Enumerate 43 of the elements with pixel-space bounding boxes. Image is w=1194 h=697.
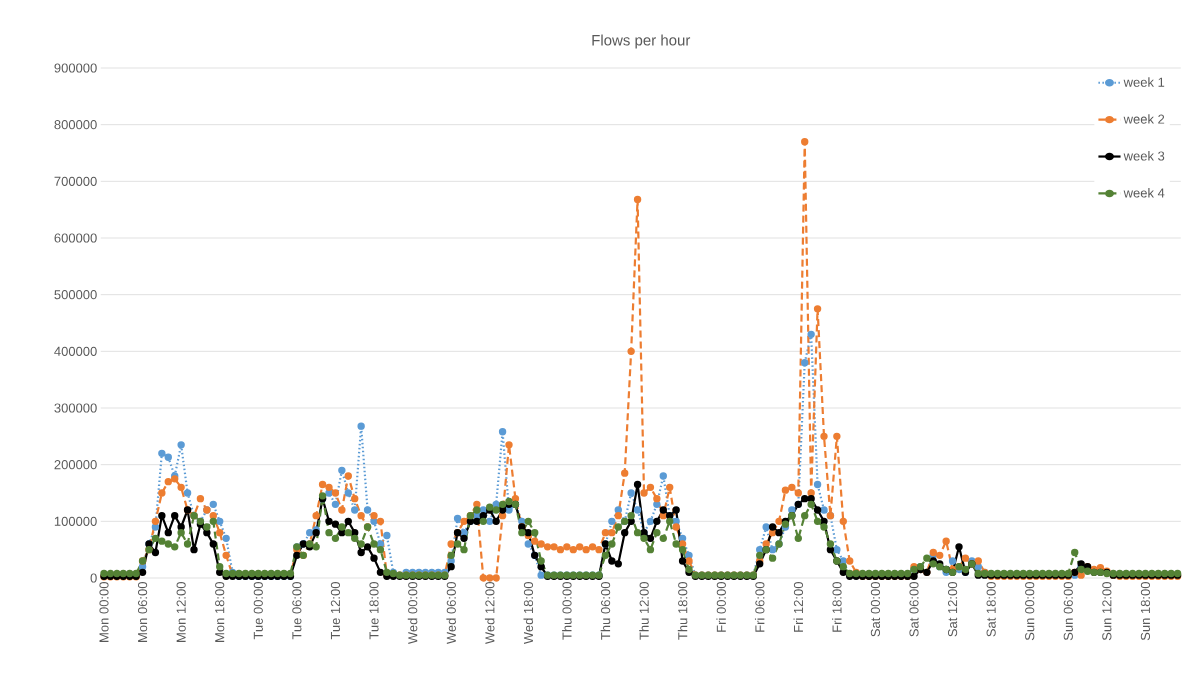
y-tick-label: 900000	[54, 63, 97, 73]
x-tick-label: Mon 00:00	[99, 582, 109, 642]
y-tick-label: 0	[90, 573, 97, 583]
x-tick-label: Tue 18:00	[369, 582, 379, 640]
x-tick-label: Wed 12:00	[484, 582, 495, 645]
x-tick-label: Sat 00:00	[870, 582, 881, 637]
y-tick-label: 800000	[54, 120, 97, 130]
x-tick-label: Fri 06:00	[754, 582, 765, 632]
chart-title: Flows per hour	[592, 34, 691, 49]
x-tick-label: Thu 06:00	[600, 582, 611, 640]
x-tick-label: Thu 12:00	[639, 582, 649, 640]
x-tick-label: Fri 12:00	[793, 582, 804, 632]
x-tick-label: Sun 00:00	[1025, 582, 1035, 641]
y-tick-label: 200000	[54, 460, 97, 470]
x-tick-label: Mon 18:00	[215, 582, 225, 642]
x-tick-label: Sat 18:00	[986, 582, 996, 637]
x-tick-label: Mon 12:00	[176, 582, 186, 642]
legend-label: week 2	[1123, 114, 1165, 124]
legend-label: week 4	[1123, 187, 1165, 198]
y-tick-label: 700000	[54, 176, 97, 186]
x-tick-label: Thu 18:00	[677, 582, 688, 640]
x-tick-label: Wed 18:00	[523, 582, 534, 645]
x-tick-label: Tue 12:00	[330, 582, 341, 640]
x-tick-label: Wed 06:00	[446, 582, 456, 645]
x-tick-label: Sun 12:00	[1102, 582, 1112, 641]
x-tick-label: Wed 00:00	[407, 582, 418, 645]
x-tick-label: Sat 12:00	[947, 582, 958, 637]
x-tick-label: Sun 18:00	[1140, 582, 1151, 641]
legend-label: week 1	[1123, 77, 1165, 87]
y-tick-label: 100000	[54, 516, 97, 526]
legend-label: week 3	[1123, 151, 1165, 161]
x-tick-label: Sun 06:00	[1063, 582, 1073, 641]
x-tick-label: Fri 00:00	[716, 582, 726, 632]
y-tick-label: 400000	[54, 346, 97, 356]
y-tick-label: 300000	[54, 403, 97, 413]
x-tick-label: Thu 00:00	[562, 582, 572, 640]
x-tick-label: Fri 18:00	[832, 582, 842, 632]
x-tick-label: Sat 06:00	[909, 582, 919, 637]
x-tick-label: Tue 00:00	[253, 582, 263, 640]
y-tick-label: 500000	[54, 290, 97, 300]
x-tick-label: Tue 06:00	[292, 582, 302, 640]
x-tick-label: Mon 06:00	[137, 582, 148, 642]
y-tick-label: 600000	[54, 233, 97, 243]
